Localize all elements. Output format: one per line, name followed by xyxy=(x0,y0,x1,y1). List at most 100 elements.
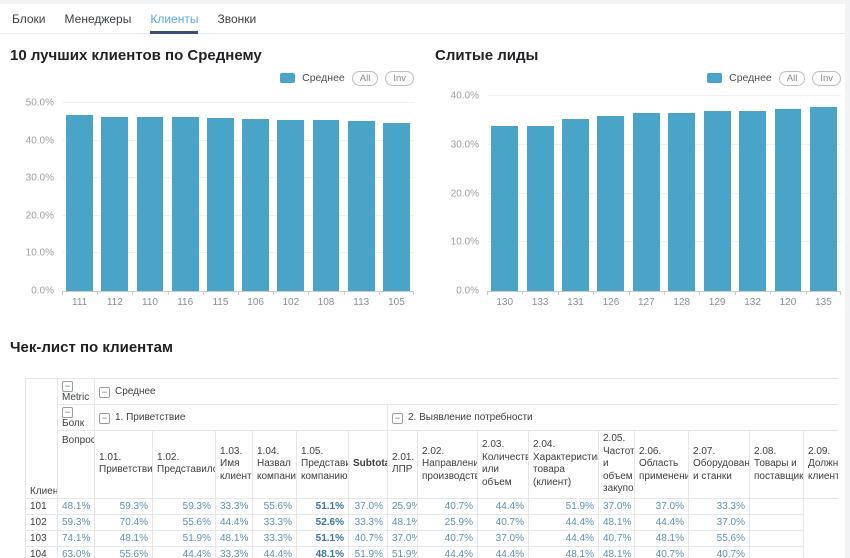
value-cell: 33.3% xyxy=(252,513,297,531)
bar[interactable] xyxy=(101,116,129,291)
scrollbar-track[interactable] xyxy=(845,0,850,558)
value-cell: 70.4% xyxy=(94,513,153,531)
bar-slot xyxy=(487,96,522,291)
value-cell: 33.3% xyxy=(348,513,388,531)
gridline xyxy=(62,102,414,103)
client-id-cell: 103 xyxy=(25,529,58,547)
collapse-icon[interactable] xyxy=(99,412,110,424)
bar[interactable] xyxy=(242,118,269,291)
x-axis-tick-label: 129 xyxy=(699,292,734,309)
column-header: 1.01. Приветствие xyxy=(94,430,153,499)
value-cell: 44.4% xyxy=(528,513,599,531)
bar[interactable] xyxy=(171,117,199,291)
collapse-icon[interactable] xyxy=(392,412,403,424)
bar[interactable] xyxy=(597,115,625,291)
gridline xyxy=(62,214,414,216)
value-cell xyxy=(749,529,804,547)
bar[interactable] xyxy=(526,125,554,291)
value-cell: 74.1% xyxy=(57,529,95,547)
value-cell: 40.7% xyxy=(417,529,478,547)
bar-slot xyxy=(62,103,97,291)
value-cell: 44.4% xyxy=(477,545,529,558)
value-cell: 44.4% xyxy=(152,545,216,558)
gridline xyxy=(62,139,414,141)
value-cell: 59.3% xyxy=(94,497,153,515)
collapse-icon[interactable] xyxy=(62,381,73,392)
bar[interactable] xyxy=(632,113,660,291)
bar[interactable] xyxy=(136,116,164,291)
value-cell: 37.0% xyxy=(477,529,529,547)
bar-slot xyxy=(168,103,203,291)
bar-slot xyxy=(558,96,593,291)
all-button[interactable]: All xyxy=(351,70,379,86)
bar[interactable] xyxy=(383,122,410,291)
corner-header-client: Клиент xyxy=(25,378,58,499)
bar-slot xyxy=(664,96,699,291)
value-cell: 48.1% xyxy=(387,513,418,531)
value-cell: 52.6% xyxy=(296,513,349,531)
bar[interactable] xyxy=(739,110,766,291)
value-cell: 59.3% xyxy=(57,513,95,531)
value-cell: 48.1% xyxy=(598,545,635,558)
bar-slot xyxy=(770,96,805,291)
checklist-pivot-table: Клиент Metric Среднее Болк 1. Приветстви… xyxy=(25,378,838,558)
value-cell: 48.1% xyxy=(215,529,253,547)
x-axis-tick-label: 131 xyxy=(557,292,593,309)
value-cell: 48.1% xyxy=(57,497,95,515)
charts-row: 10 лучших клиентов по Среднему Среднее A… xyxy=(0,34,850,309)
x-axis-tick-label: 105 xyxy=(378,292,414,309)
bar-slot xyxy=(379,103,414,291)
collapse-icon[interactable] xyxy=(99,386,110,398)
value-cell: 51.9% xyxy=(387,545,418,558)
value-cell: 55.6% xyxy=(252,497,297,515)
value-cell: 48.1% xyxy=(94,529,153,547)
x-axis-tick-label: 127 xyxy=(628,292,664,309)
client-id-cell: 104 xyxy=(25,545,58,558)
inv-button[interactable]: Inv xyxy=(812,70,841,86)
legend-series-label: Среднее xyxy=(729,72,772,84)
chart-card-lost-leads: Слитые лиды Среднее All Inv 0.0% 10.0% 20.… xyxy=(435,47,845,309)
value-cell: 33.3% xyxy=(252,529,297,547)
value-cell: 40.7% xyxy=(417,497,478,515)
tab-clients[interactable]: Клиенты xyxy=(150,4,199,34)
value-cell: 37.0% xyxy=(634,497,689,515)
bar[interactable] xyxy=(66,115,93,291)
tab-managers[interactable]: Менеджеры xyxy=(64,11,132,26)
bar[interactable] xyxy=(347,121,375,291)
y-axis-tick-label: 30.0% xyxy=(450,139,479,151)
column-header: 2.04. Характеристики товара (клиент) xyxy=(528,430,599,499)
all-button[interactable]: All xyxy=(778,70,806,86)
gridline xyxy=(487,95,841,96)
value-cell: 33.3% xyxy=(215,545,253,558)
y-axis-tick-label: 40.0% xyxy=(450,90,479,102)
column-header: 2.06. Область применения xyxy=(634,430,689,499)
collapse-icon[interactable] xyxy=(62,407,73,418)
value-cell: 51.1% xyxy=(296,497,349,515)
bar[interactable] xyxy=(668,113,696,291)
plot-area: 0.0% 10.0% 20.0% 30.0% 40.0% xyxy=(451,91,841,297)
bar[interactable] xyxy=(809,107,837,291)
tab-calls[interactable]: Звонки xyxy=(217,11,257,26)
inv-button[interactable]: Inv xyxy=(385,70,414,86)
gridline xyxy=(487,192,841,194)
bar[interactable] xyxy=(562,119,589,291)
column-header: 2.03. Количество или объем xyxy=(477,430,529,499)
group-header-needs: 2. Выявление потребности xyxy=(386,404,838,431)
bar-slot xyxy=(699,96,734,291)
bar-slot xyxy=(522,96,557,291)
bar[interactable] xyxy=(312,120,340,291)
value-cell: 48.1% xyxy=(296,545,349,558)
y-axis-tick-label: 20.0% xyxy=(25,210,54,222)
client-id-cell: 101 xyxy=(25,497,58,515)
bar[interactable] xyxy=(703,110,731,291)
x-axis-tick-label: 116 xyxy=(167,292,203,309)
x-axis-tick-label: 115 xyxy=(202,292,238,309)
tab-blocks[interactable]: Блоки xyxy=(12,11,46,26)
bar[interactable] xyxy=(207,118,234,291)
bar[interactable] xyxy=(774,109,802,291)
column-header: Subtotal xyxy=(348,430,388,499)
value-cell: 33.3% xyxy=(688,497,750,515)
column-header: 2.05. Частота и объем закупок xyxy=(598,430,635,499)
bar[interactable] xyxy=(277,120,305,291)
bar[interactable] xyxy=(491,125,519,291)
